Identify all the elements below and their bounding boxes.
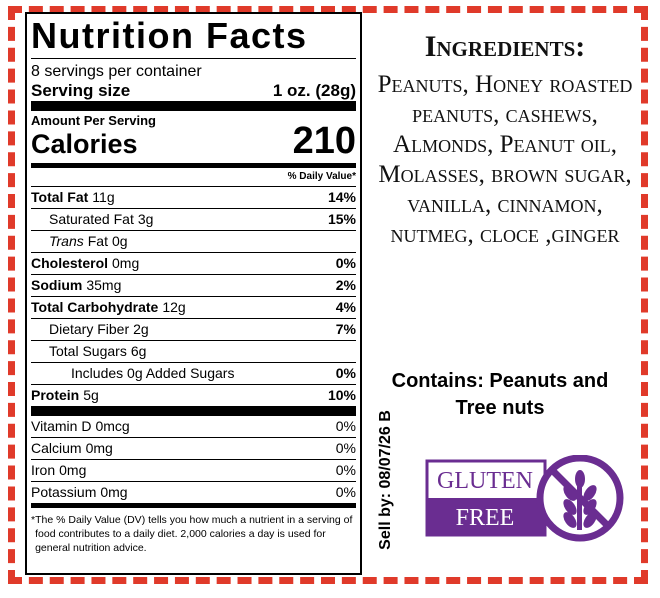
nutrient: Fat [87,233,108,249]
vitamin: Calcium [31,440,82,456]
nutrient: Total Carbohydrate [31,299,159,315]
amount: 0mcg [95,418,130,434]
dv: 0% [335,365,356,381]
vitamin: Potassium [31,484,97,500]
badge-line1: GLUTEN [437,468,533,494]
dv-header: % Daily Value* [287,171,356,182]
amount: 0mg [85,440,113,456]
dv: 4% [335,299,356,315]
dv: 0% [335,440,356,456]
gluten-free-badge: GLUTEN FREE [425,455,624,542]
calories-value: 210 [292,120,356,162]
ingredients: Ingredients: Peanuts, Honey roasted pean… [370,30,640,250]
nutrient: Includes 0g Added Sugars [71,365,235,381]
calories-label: Calories [31,129,138,159]
vitamin: Vitamin D [31,418,92,434]
vitamin: Iron [31,462,56,478]
label-title: Nutrition Facts [31,15,308,56]
amount: 3g [137,211,154,227]
dv: 15% [327,211,356,227]
dv: 7% [335,321,356,337]
dv: 10% [327,387,356,403]
nutrient: Dietary Fiber [49,321,130,337]
serving-size: Serving size 1 oz. (28g) [31,81,356,101]
amount: 0mg [100,484,128,500]
nutrient: Total Fat [31,189,89,205]
ingredients-title: Ingredients: [424,30,586,63]
allergen-statement: Contains: Peanuts and Tree nuts [391,370,609,419]
amount: 11g [92,189,115,205]
amount: 0mg [59,462,87,478]
dv: 14% [327,189,356,205]
amount: 12g [162,299,186,315]
nutrient: Cholesterol [31,255,109,271]
dv: 0% [335,418,356,434]
serving-size-label: Serving size [31,81,131,100]
badge-line2: FREE [456,505,515,531]
nutrient: Sodium [31,277,83,293]
dv: 0% [335,255,356,271]
servings: 8 servings per container [31,63,202,80]
ingredients-text: Peanuts, Honey roasted peanuts, cashews,… [377,71,633,248]
nutrient: Total Sugars [49,343,127,359]
amount: 2g [133,321,149,337]
amount: 5g [83,387,99,403]
amount: 6g [130,343,147,359]
amount: 0g [111,233,128,249]
nutrition-label: Nutrition Facts 8 servings per container… [25,12,362,575]
amount: 0mg [112,255,140,271]
dashed-frame [8,6,648,584]
nutrient: Protein [31,387,80,403]
footnote: The % Daily Value (DV) tells you how muc… [35,514,353,554]
dv: 0% [335,484,356,500]
nutrient: Saturated Fat [49,211,134,227]
serving-size-value: 1 oz. (28g) [272,81,356,100]
sell-by: Sell by: 08/07/26 B [377,410,394,550]
nutrient-italic: Trans [49,233,84,249]
amount-per-serving: Amount Per Serving [31,113,156,128]
dv: 2% [335,277,356,293]
dv: 0% [335,462,356,478]
amount: 35mg [86,277,122,293]
